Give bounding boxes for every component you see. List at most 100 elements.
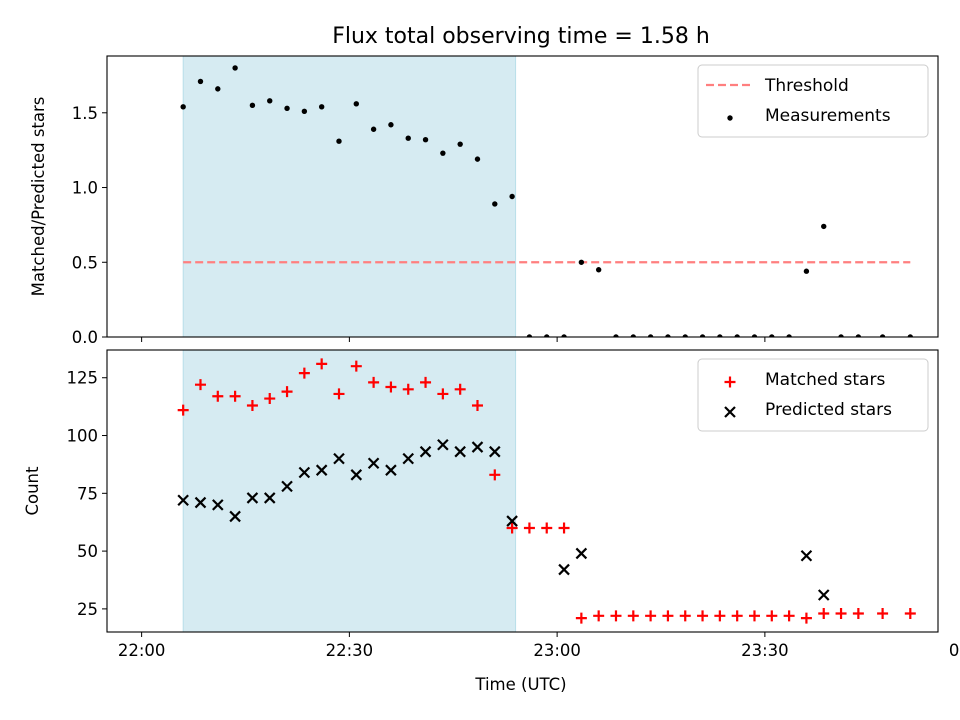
data-point	[627, 610, 639, 622]
shaded-observing-span	[182, 56, 517, 337]
data-point	[578, 259, 585, 265]
data-point	[783, 610, 795, 622]
data-point	[454, 445, 466, 458]
legend: Matched stars Predicted stars	[697, 358, 929, 432]
data-point	[177, 494, 189, 507]
data-point	[197, 78, 204, 85]
ratio-panel: 0.0 0.5 1.0 1.5 Matched/Predicted stars Thres…	[29, 55, 939, 347]
y-tick-label: 100	[67, 427, 99, 446]
shaded-observing-span	[182, 350, 517, 632]
plot-area	[177, 350, 916, 632]
data-point	[492, 201, 498, 207]
data-point	[385, 464, 397, 476]
data-point	[388, 122, 394, 128]
data-point	[215, 86, 221, 92]
data-point	[471, 399, 483, 411]
data-point	[246, 492, 259, 504]
data-point	[766, 610, 778, 622]
data-point	[855, 334, 862, 337]
x-tick-label: 23:00	[533, 641, 581, 660]
legend-box	[697, 358, 929, 432]
data-point	[645, 610, 657, 622]
data-point	[315, 464, 328, 476]
data-point	[835, 608, 847, 620]
data-point	[440, 150, 446, 156]
data-point	[402, 452, 415, 465]
data-point	[595, 267, 602, 273]
data-point	[368, 376, 380, 388]
legend-label: Predicted stars	[765, 400, 892, 420]
legend-marker	[727, 115, 733, 121]
data-point	[350, 469, 363, 481]
legend: Threshold Measurements	[697, 64, 929, 138]
axes-frame	[106, 55, 939, 338]
data-point	[489, 469, 501, 481]
data-point	[817, 589, 830, 601]
data-point	[194, 379, 206, 391]
data-point	[558, 563, 570, 576]
data-point	[437, 438, 449, 451]
data-point	[818, 608, 830, 620]
data-point	[402, 383, 414, 395]
y-tick-label: 75	[77, 484, 98, 503]
count-panel: 25507510012522:0022:3023:0023:3000:0000:…	[23, 349, 960, 660]
data-point	[699, 334, 706, 337]
data-point	[697, 610, 709, 622]
data-point	[541, 522, 553, 534]
data-point	[575, 612, 587, 624]
data-point	[879, 334, 886, 337]
y-tick-label: 125	[67, 369, 99, 388]
data-point	[679, 610, 691, 622]
data-point	[682, 334, 688, 337]
plot-area	[180, 56, 913, 337]
data-point	[630, 334, 636, 337]
data-point	[212, 499, 224, 511]
x-tick-label: 23:30	[741, 641, 789, 660]
data-point	[367, 457, 380, 470]
data-point	[665, 334, 671, 337]
data-point	[610, 610, 622, 622]
data-point	[177, 404, 189, 416]
data-point	[474, 156, 481, 162]
data-point	[544, 334, 550, 337]
data-point	[800, 549, 813, 562]
data-point	[194, 496, 207, 509]
series-predicted-stars	[177, 438, 830, 601]
data-point	[229, 390, 241, 402]
data-point	[803, 268, 810, 274]
legend-label: Matched stars	[765, 370, 885, 390]
y-tick-label: 25	[77, 600, 98, 619]
data-point	[336, 138, 342, 144]
x-tick-label: 22:30	[326, 641, 374, 660]
data-point	[316, 358, 328, 370]
data-point	[613, 334, 619, 337]
legend-marker	[724, 376, 736, 388]
y-tick-label: 50	[77, 542, 98, 561]
data-point	[593, 610, 605, 622]
legend-box	[697, 64, 929, 138]
data-point	[714, 610, 726, 622]
data-point	[422, 137, 429, 143]
data-point	[267, 98, 273, 104]
data-point	[489, 445, 501, 458]
y-axis-label: Matched/Predicted stars	[29, 97, 48, 297]
x-axis-label: Time (UTC)	[474, 675, 566, 694]
data-point	[284, 105, 290, 112]
y-tick-label: 0.0	[72, 328, 98, 347]
data-point	[526, 334, 533, 337]
data-point	[180, 104, 186, 110]
y-tick-label: 1.5	[72, 104, 98, 123]
x-tick-label: 22:00	[118, 641, 166, 660]
data-point	[561, 334, 567, 337]
data-point	[717, 334, 723, 337]
data-point	[264, 393, 276, 405]
series-measurements	[180, 65, 913, 337]
data-point	[298, 466, 311, 479]
data-point	[229, 510, 241, 523]
data-point	[852, 608, 864, 620]
data-point	[800, 612, 812, 624]
data-point	[212, 390, 224, 402]
data-point	[786, 334, 792, 337]
data-point	[419, 445, 432, 458]
